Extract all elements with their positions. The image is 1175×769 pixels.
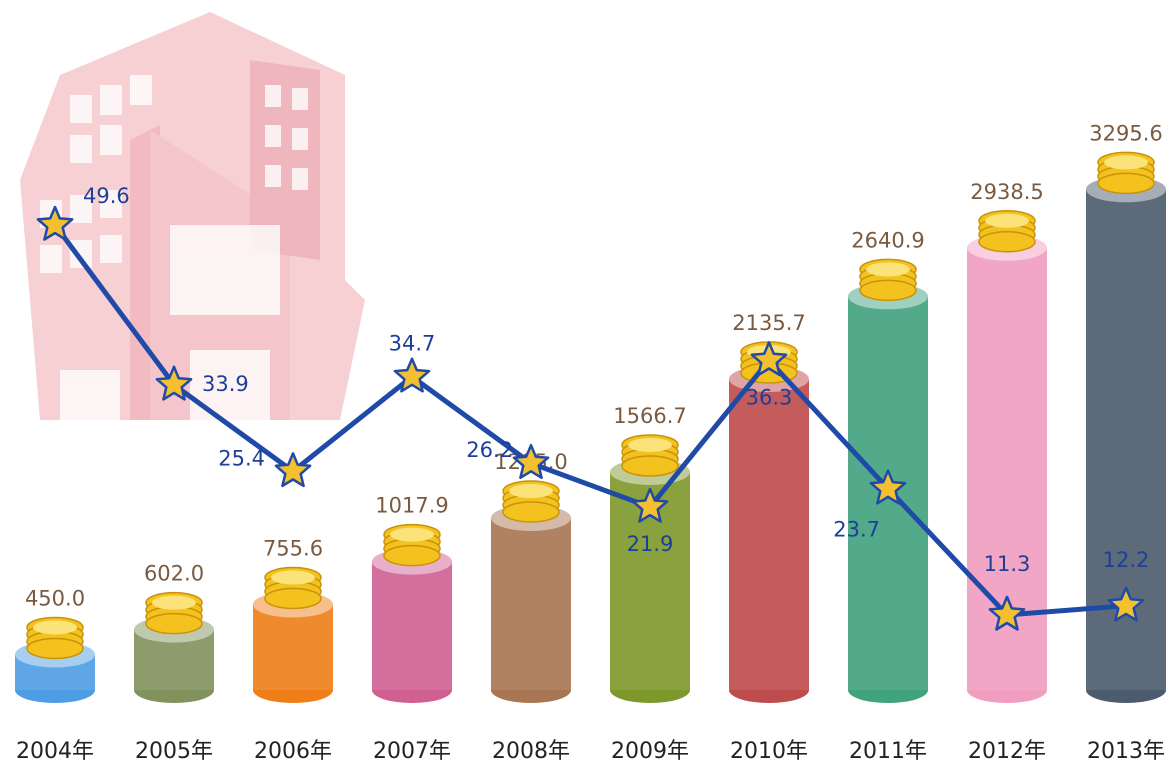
coin (1097, 172, 1155, 195)
line-value-label: 23.7 (833, 518, 880, 542)
bar (372, 561, 452, 690)
x-tick-label: 2011年 (849, 739, 927, 764)
bar (491, 517, 571, 690)
line-value-label: 26.2 (466, 438, 513, 462)
coin-face (33, 620, 77, 635)
bar-value-label: 450.0 (25, 586, 85, 610)
bar (253, 604, 333, 690)
line-value-label: 25.4 (218, 446, 265, 470)
bar-value-label: 2938.5 (970, 180, 1043, 204)
coin-face (271, 570, 315, 585)
coin-face (985, 213, 1029, 228)
coin-face (509, 483, 553, 498)
line-point (512, 443, 550, 480)
bar (729, 378, 809, 690)
x-tick-label: 2007年 (373, 739, 451, 764)
building-illustration (20, 12, 365, 420)
line-point (155, 365, 193, 401)
line-point (274, 452, 312, 488)
coin-face (628, 437, 672, 452)
x-tick-label: 2012年 (968, 739, 1046, 764)
line-value-label: 34.7 (389, 332, 436, 356)
bar-value-label: 2135.7 (732, 311, 805, 335)
coin-face (866, 262, 910, 277)
bar-value-label: 602.0 (144, 562, 204, 586)
bar-value-label: 755.6 (263, 537, 323, 561)
line-value-label: 49.6 (83, 184, 130, 208)
bar-value-label: 2640.9 (851, 228, 924, 252)
bar-value-label: 3295.6 (1089, 121, 1162, 145)
line-point (869, 469, 907, 505)
line-point (393, 357, 431, 393)
line-point (750, 341, 788, 377)
line-value-label: 21.9 (627, 532, 674, 556)
x-tick-label: 2005年 (135, 739, 213, 764)
line-point (988, 595, 1026, 631)
line-point (1107, 586, 1145, 622)
coin-face (1104, 155, 1148, 170)
coin-face (152, 595, 196, 610)
coin (621, 455, 679, 477)
line-value-label: 36.3 (746, 385, 793, 409)
x-tick-label: 2006年 (254, 739, 332, 764)
line-value-label: 11.3 (984, 552, 1031, 576)
bar-value-label: 1017.9 (375, 494, 448, 518)
x-tick-label: 2008年 (492, 739, 570, 764)
coin-face (390, 527, 434, 542)
x-tick-label: 2010年 (730, 739, 808, 764)
bar-value-label: 1566.7 (613, 404, 686, 428)
coin (264, 587, 322, 610)
line-point (631, 487, 669, 523)
coin (502, 501, 560, 523)
x-tick-label: 2004年 (16, 739, 94, 764)
coin (145, 612, 203, 635)
line-value-label: 12.2 (1103, 548, 1150, 572)
coin (383, 544, 441, 567)
x-tick-label: 2009年 (611, 739, 689, 764)
coin (859, 279, 917, 302)
coin (26, 637, 84, 660)
line (52, 223, 1127, 618)
coin (978, 231, 1036, 253)
line-point (36, 205, 74, 241)
line-value-label: 33.9 (202, 372, 249, 396)
x-tick-label: 2013年 (1087, 739, 1165, 764)
